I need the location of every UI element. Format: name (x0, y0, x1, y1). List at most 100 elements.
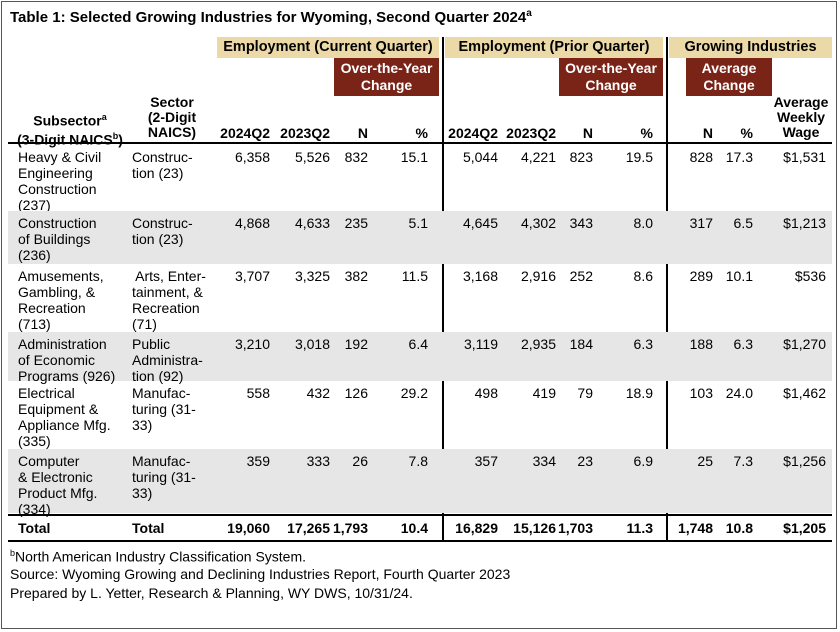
col-prior-pct: % (640, 125, 653, 141)
cell-current-pct: 6.4 (408, 336, 428, 352)
cell-prior-n: 184 (569, 336, 593, 352)
col-prior-n: N (582, 125, 593, 141)
col-prior-2024q2: 2024Q2 (448, 125, 498, 141)
cell-growing-n: 1,748 (677, 520, 713, 536)
table-row: Heavy & Civil Engineering Construction (237… (8, 145, 832, 213)
cell-prior-pct: 8.0 (633, 215, 653, 231)
cell-avg-weekly-wage: $1,531 (783, 149, 826, 165)
total-rule (8, 514, 832, 516)
group-current-quarter: Employment (Current Quarter) (217, 37, 439, 58)
cell-prior-2024q2: 3,119 (464, 336, 498, 352)
cell-current-2023q2: 5,526 (294, 149, 330, 165)
group-prior-quarter: Employment (Prior Quarter) (445, 37, 663, 58)
cell-avg-weekly-wage: $1,270 (783, 336, 826, 352)
cell-prior-2024q2: 357 (474, 453, 498, 469)
cell-prior-2023q2: 2,916 (520, 268, 556, 284)
cell-current-pct: 29.2 (400, 385, 428, 401)
cell-prior-2024q2: 4,645 (462, 215, 498, 231)
cell-current-2023q2: 333 (306, 453, 330, 469)
cell-growing-pct: 10.8 (725, 520, 753, 536)
cell-current-2023q2: 4,633 (294, 215, 330, 231)
cell-prior-n: 823 (569, 149, 593, 165)
cell-prior-2024q2: 3,168 (462, 268, 498, 284)
subsector-cell: Heavy & Civil Engineering Construction (237… (18, 149, 102, 213)
cell-growing-n: 103 (689, 385, 713, 401)
bottom-rule (8, 540, 832, 542)
cell-growing-pct: 17.3 (725, 149, 753, 165)
subsector-cell: Amusements, Gambling, & Recreation (713) (18, 268, 104, 332)
cell-current-2024q2: 359 (246, 453, 270, 469)
cell-current-pct: 11.5 (401, 268, 428, 284)
cell-current-pct: 7.8 (408, 453, 428, 469)
subsector-cell: Computer & Electronic Product Mfg. (334) (18, 453, 98, 517)
sector-cell: Manufac-turing (31- 33) (132, 453, 196, 501)
cell-current-n: 192 (344, 336, 368, 352)
cell-current-2023q2: 432 (306, 385, 330, 401)
col-avg-weekly-wage: Average Weekly Wage (773, 94, 829, 140)
table-row: Construction of Buildings (236) Construc-ti… (8, 211, 832, 264)
cell-avg-weekly-wage: $1,462 (783, 385, 826, 401)
cell-current-pct: 10.4 (400, 520, 428, 536)
table-row: Computer & Electronic Product Mfg. (334) Man… (8, 449, 832, 517)
cell-current-pct: 5.1 (408, 215, 428, 231)
table-row: Amusements, Gambling, & Recreation (713) Ar… (8, 264, 832, 332)
sector-cell: Construc-tion (23) (132, 215, 193, 247)
cell-growing-n: 289 (689, 268, 713, 284)
sector-cell: Arts, Enter-tainment, & Recreation (71) (132, 268, 206, 332)
sector-cell: Public Administra-tion (92) (132, 336, 203, 384)
cell-prior-2023q2: 4,302 (520, 215, 556, 231)
cell-growing-pct: 7.3 (733, 453, 753, 469)
col-growing-pct: % (740, 125, 753, 141)
divider-prior-growing (666, 37, 668, 542)
cell-current-2024q2: 3,210 (234, 336, 270, 352)
subsector-cell: Total (18, 520, 51, 536)
cell-prior-n: 343 (569, 215, 593, 231)
col-current-n: N (357, 125, 368, 141)
divider-current-prior (442, 37, 444, 542)
cell-avg-weekly-wage: $1,205 (783, 520, 826, 536)
cell-prior-n: 79 (577, 385, 593, 401)
footnote-prepared: Prepared by L. Yetter, Research & Planni… (10, 585, 413, 601)
cell-prior-pct: 6.9 (633, 453, 653, 469)
col-sector: Sector (2-Digit NAICS) (147, 94, 197, 140)
footnote-source: Source: Wyoming Growing and Declining In… (10, 566, 511, 582)
subsector-cell: Administration of Economic Programs (926) (18, 336, 116, 384)
cell-prior-2024q2: 16,829 (455, 520, 498, 536)
cell-prior-pct: 19.5 (625, 149, 653, 165)
cell-prior-n: 23 (577, 453, 593, 469)
cell-growing-n: 828 (689, 149, 713, 165)
cell-current-2024q2: 19,060 (227, 520, 270, 536)
group-growing-industries: Growing Industries (669, 37, 832, 58)
cell-prior-2023q2: 15,126 (513, 520, 556, 536)
cell-growing-n: 25 (697, 453, 713, 469)
table-title: Table 1: Selected Growing Industries for… (10, 8, 532, 26)
subsector-cell: Electrical Equipment & Appliance Mfg. (335) (18, 385, 111, 449)
cell-current-2023q2: 3,325 (294, 268, 330, 284)
cell-current-2024q2: 4,868 (234, 215, 270, 231)
col-current-2024q2: 2024Q2 (220, 125, 270, 141)
cell-prior-pct: 6.3 (633, 336, 653, 352)
cell-current-n: 832 (344, 149, 368, 165)
col-prior-2023q2: 2023Q2 (506, 125, 556, 141)
cell-prior-2024q2: 498 (474, 385, 498, 401)
subsector-cell: Construction of Buildings (236) (18, 215, 97, 263)
oty-change-current: Over-the-Year Change (334, 58, 439, 96)
cell-growing-pct: 24.0 (725, 385, 753, 401)
header-rule (8, 142, 832, 144)
cell-current-2024q2: 558 (246, 385, 270, 401)
table-row: Administration of Economic Programs (926) P… (8, 332, 832, 384)
sector-cell: Construc-tion (23) (132, 149, 193, 181)
col-growing-n: N (702, 125, 713, 141)
cell-current-n: 126 (344, 385, 368, 401)
total-row: Total Total 19,060 17,265 1,793 10.4 16,829 15,… (8, 516, 832, 540)
cell-current-n: 235 (344, 215, 368, 231)
cell-prior-pct: 11.3 (626, 520, 653, 536)
cell-current-n: 382 (344, 268, 368, 284)
cell-prior-pct: 8.6 (633, 268, 653, 284)
cell-growing-n: 188 (689, 336, 713, 352)
col-current-2023q2: 2023Q2 (280, 125, 330, 141)
cell-prior-2023q2: 2,935 (520, 336, 556, 352)
cell-current-2023q2: 3,018 (294, 336, 330, 352)
cell-current-2023q2: 17,265 (287, 520, 330, 536)
cell-prior-2023q2: 334 (532, 453, 556, 469)
